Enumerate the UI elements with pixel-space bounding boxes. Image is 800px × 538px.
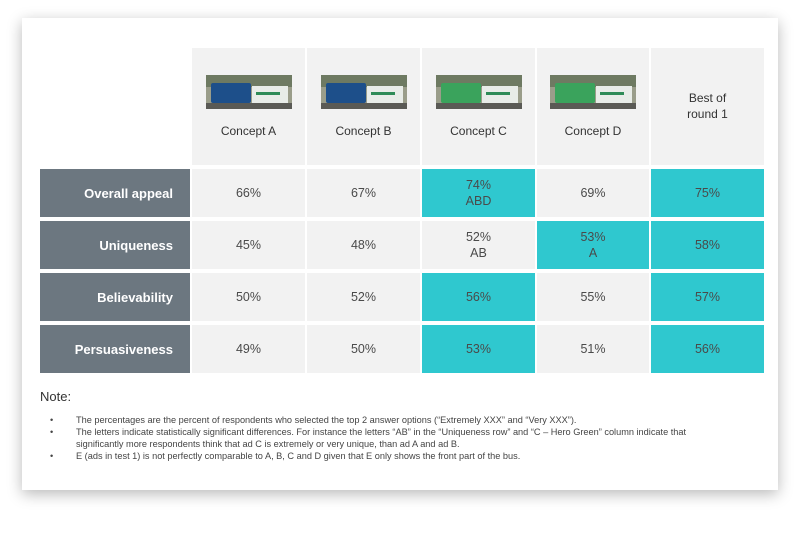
table-cell: 52%	[307, 273, 420, 321]
cell-value: 55%	[580, 290, 606, 304]
significance-letters: ABD	[465, 194, 492, 208]
concept-a-thumbnail	[205, 74, 292, 109]
note-title: Note:	[40, 389, 72, 404]
table-cell: 48%	[307, 221, 420, 269]
concept-b-header: Concept B	[307, 48, 420, 165]
table-cell: 56%	[651, 325, 764, 373]
concept-c-thumbnail	[435, 74, 522, 109]
table-cell: 55%	[537, 273, 649, 321]
table-cell: 49%	[192, 325, 305, 373]
concept-c-header: Concept C	[422, 48, 535, 165]
cell-value: 53%	[465, 342, 492, 356]
note-text: E (ads in test 1) is not perfectly compa…	[76, 451, 521, 461]
table-corner	[40, 48, 190, 165]
note-text: The letters indicate statistically signi…	[76, 427, 687, 449]
table-cell: 45%	[192, 221, 305, 269]
table-cell: 50%	[192, 273, 305, 321]
table-cell: 53%	[422, 325, 535, 373]
concept-b-thumbnail	[320, 74, 407, 109]
note-item: • The letters indicate statistically sign…	[50, 426, 690, 450]
table-cell: 69%	[537, 169, 649, 217]
cell-value: 67%	[350, 186, 377, 200]
cell-value: 69%	[580, 186, 606, 200]
bullet-icon: •	[50, 451, 54, 461]
row-label-uniqueness: Uniqueness	[40, 221, 190, 269]
row-label-persuasiveness: Persuasiveness	[40, 325, 190, 373]
table-cell: 67%	[307, 169, 420, 217]
table-cell: 52% AB	[422, 221, 535, 269]
significance-letters: AB	[470, 246, 487, 260]
significance-letters: A	[588, 246, 598, 260]
cell-value: 53%	[580, 230, 606, 244]
bullet-icon: •	[50, 415, 54, 425]
note-item: • The percentages are the percent of resp…	[50, 414, 690, 426]
note-item: • E (ads in test 1) is not perfectly comp…	[50, 450, 690, 462]
cell-value: 56%	[465, 290, 492, 304]
concept-b-label: Concept B	[335, 123, 392, 138]
note-text: The percentages are the percent of respo…	[76, 415, 577, 425]
notes-list: • The percentages are the percent of resp…	[50, 414, 690, 462]
cell-value: 66%	[235, 186, 262, 200]
cell-value: 48%	[350, 238, 377, 252]
concept-d-label: Concept D	[564, 123, 622, 138]
concept-a-label: Concept A	[220, 123, 277, 138]
table-cell: 74% ABD	[422, 169, 535, 217]
cell-value: 50%	[235, 290, 262, 304]
cell-value: 45%	[235, 238, 262, 252]
concept-d-thumbnail	[550, 74, 636, 109]
best-of-round-label: Best of round 1	[687, 91, 728, 121]
table-cell: 75%	[651, 169, 764, 217]
cell-value: 52%	[465, 230, 492, 244]
cell-value: 58%	[694, 238, 721, 252]
table-cell: 50%	[307, 325, 420, 373]
concept-c-label: Concept C	[450, 123, 507, 138]
table-cell: 51%	[537, 325, 649, 373]
cell-value: 75%	[694, 186, 721, 200]
cell-value: 49%	[235, 342, 262, 356]
cell-value: 52%	[350, 290, 377, 304]
cell-value: 56%	[694, 342, 721, 356]
bullet-icon: •	[50, 427, 54, 437]
table-cell: 57%	[651, 273, 764, 321]
row-label-overall-appeal: Overall appeal	[40, 169, 190, 217]
concept-d-header: Concept D	[537, 48, 649, 165]
table-cell: 56%	[422, 273, 535, 321]
row-label-believability: Believability	[40, 273, 190, 321]
cell-value: 50%	[350, 342, 377, 356]
concept-a-header: Concept A	[192, 48, 305, 165]
cell-value: 51%	[580, 342, 606, 356]
best-of-round-header: Best of round 1	[651, 48, 764, 165]
table-cell: 53% A	[537, 221, 649, 269]
table-cell: 66%	[192, 169, 305, 217]
table-cell: 58%	[651, 221, 764, 269]
results-table: Concept A Concept B Concept C Concept D …	[40, 48, 764, 373]
cell-value: 74%	[465, 178, 492, 192]
cell-value: 57%	[694, 290, 721, 304]
